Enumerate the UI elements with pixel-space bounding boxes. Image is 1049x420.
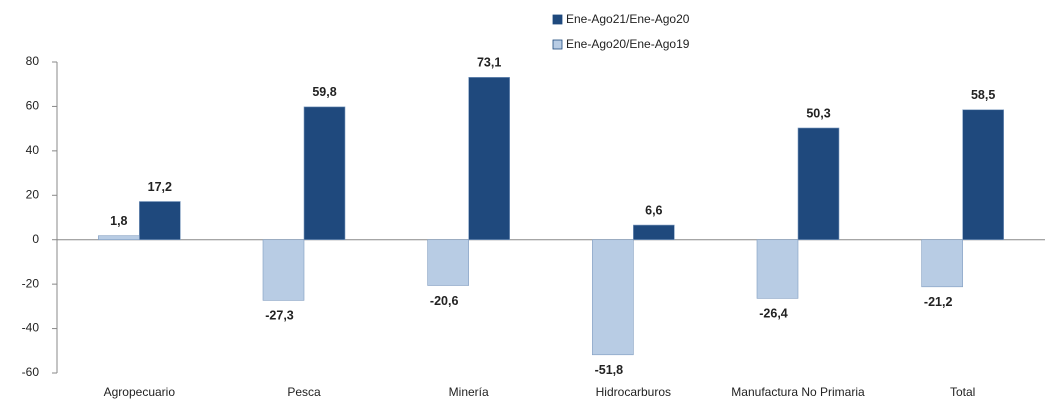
value-label: 58,5 (971, 88, 995, 102)
bar (262, 239, 305, 301)
value-label: -27,3 (265, 309, 294, 323)
y-tick-label: 0 (32, 232, 39, 246)
value-label: -51,8 (595, 363, 624, 377)
legend-label: Ene-Ago21/Ene-Ago20 (566, 12, 690, 26)
bar (962, 109, 1004, 241)
y-tick-label: 60 (26, 99, 40, 113)
value-label: 50,3 (806, 106, 830, 120)
x-tick-label: Hidrocarburos (596, 385, 671, 399)
bar (303, 106, 346, 241)
y-tick-label: -60 (22, 365, 40, 379)
legend-swatch (552, 39, 563, 50)
bar (756, 239, 799, 299)
x-tick-label: Manufactura No Primaria (731, 385, 865, 399)
value-label: 6,6 (645, 203, 662, 217)
x-tick-label: Minería (449, 385, 489, 399)
value-label: 59,8 (312, 85, 336, 99)
legend-swatch (552, 14, 563, 25)
y-tick-label: 40 (26, 143, 40, 157)
bar (797, 127, 840, 241)
value-label: -20,6 (430, 294, 459, 308)
y-tick-label: -20 (22, 276, 40, 290)
y-tick-label: -40 (22, 321, 40, 335)
legend-label: Ene-Ago20/Ene-Ago19 (566, 37, 690, 51)
value-label: 73,1 (477, 56, 501, 70)
x-tick-label: Pesca (287, 385, 321, 399)
value-label: -21,2 (924, 295, 953, 309)
bar (921, 239, 963, 288)
bar (427, 239, 469, 286)
bar (592, 239, 634, 356)
x-tick-label: Total (950, 385, 975, 399)
y-tick-label: 80 (26, 54, 40, 68)
bar (139, 201, 181, 241)
x-tick-label: Agropecuario (104, 385, 176, 399)
bar (633, 224, 675, 241)
bar (468, 77, 510, 241)
value-label: 1,8 (110, 214, 127, 228)
value-label: -26,4 (759, 307, 788, 321)
y-tick-label: 20 (26, 187, 40, 201)
bar (98, 235, 140, 241)
value-label: 17,2 (148, 180, 172, 194)
